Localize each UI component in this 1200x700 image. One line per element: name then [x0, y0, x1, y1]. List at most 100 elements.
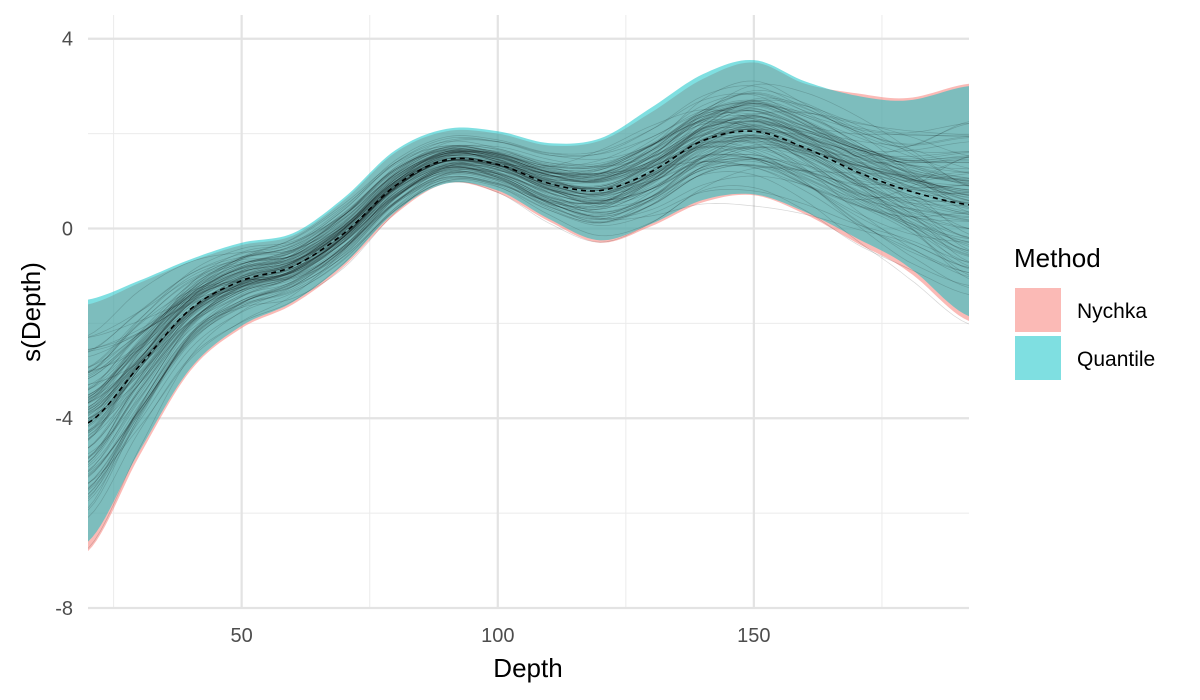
posterior-draw-line [88, 139, 969, 472]
posterior-draw-line [88, 93, 969, 424]
posterior-draw-line [88, 141, 969, 502]
posterior-draw-line [88, 97, 969, 426]
posterior-draw-line [88, 138, 969, 449]
posterior-draw-line [88, 128, 969, 414]
posterior-draws [88, 80, 969, 549]
posterior-draw-line [88, 121, 969, 409]
posterior-draw-line [88, 128, 969, 441]
posterior-draw-line [88, 128, 969, 455]
posterior-draw-line [88, 109, 969, 352]
posterior-draw-line [88, 146, 969, 373]
posterior-draw-line [88, 137, 969, 434]
posterior-draw-line [88, 161, 969, 414]
posterior-draw-line [88, 134, 969, 413]
posterior-draw-line [88, 109, 969, 386]
posterior-draw-line [88, 124, 969, 396]
posterior-draw-line [88, 115, 969, 385]
posterior-draw-line [88, 164, 969, 491]
posterior-draw-line [88, 113, 969, 408]
posterior-draw-line [88, 180, 969, 518]
posterior-draw-line [88, 147, 969, 437]
posterior-draw-line [88, 145, 969, 495]
posterior-draw-line [88, 153, 969, 490]
posterior-draw-line [88, 92, 969, 353]
posterior-draw-line [88, 168, 969, 549]
posterior-draw-line [88, 126, 969, 416]
posterior-draw-line [88, 93, 969, 398]
tick-labels: 50 100 150 -8 -4 0 4 [55, 29, 770, 647]
posterior-draw-line [88, 123, 969, 338]
posterior-draw-line [88, 140, 969, 449]
posterior-draw-line [88, 164, 969, 511]
posterior-draw-line [88, 147, 969, 431]
posterior-draw-line [88, 99, 969, 399]
posterior-draw-line [88, 166, 969, 476]
y-tick-label: -4 [55, 408, 73, 430]
posterior-draw-line [88, 128, 969, 401]
posterior-draw-line [88, 131, 969, 425]
y-tick-label: 4 [62, 29, 73, 51]
posterior-draw-line [88, 103, 969, 471]
legend-label-quantile: Quantile [1077, 348, 1155, 371]
posterior-draw-line [88, 154, 969, 439]
posterior-draw-line [88, 83, 969, 405]
posterior-draw-line [88, 102, 969, 417]
posterior-draw-line [88, 144, 969, 396]
posterior-draw-line [88, 115, 969, 396]
posterior-draw-line [88, 116, 969, 408]
posterior-draw-line [88, 146, 969, 463]
posterior-draw-line [88, 119, 969, 411]
posterior-draw-line [88, 135, 969, 423]
posterior-draw-line [88, 120, 969, 400]
posterior-draw-line [88, 154, 969, 485]
posterior-draw-line [88, 121, 969, 441]
posterior-draw-line [88, 157, 969, 458]
posterior-draw-line [88, 112, 969, 368]
legend: Method Nychka Quantile [1014, 243, 1155, 380]
posterior-draw-line [88, 160, 969, 477]
posterior-draw-line [88, 104, 969, 379]
posterior-draw-line [88, 136, 969, 410]
posterior-draw-line [88, 131, 969, 423]
posterior-draw-line [88, 165, 969, 495]
posterior-draw-line [88, 136, 969, 434]
posterior-draw-line [88, 110, 969, 498]
posterior-draw-line [88, 157, 969, 509]
posterior-draw-line [88, 118, 969, 391]
posterior-draw-line [88, 125, 969, 358]
posterior-draw-line [88, 135, 969, 410]
posterior-draw-line [88, 89, 969, 368]
estimate-line [88, 130, 969, 424]
posterior-draw-line [88, 156, 969, 374]
posterior-draw-line [88, 116, 969, 390]
posterior-draw-line [88, 127, 969, 428]
posterior-draw-line [88, 137, 969, 484]
posterior-draw-line [88, 100, 969, 351]
x-tick-label: 100 [481, 625, 514, 647]
posterior-draw-line [88, 117, 969, 433]
posterior-draw-line [88, 160, 969, 473]
x-tick-label: 150 [737, 625, 770, 647]
posterior-draw-line [88, 120, 969, 422]
confidence-bands [88, 59, 969, 552]
posterior-draw-line [88, 128, 969, 468]
posterior-draw-line [88, 115, 969, 440]
posterior-draw-line [88, 101, 969, 390]
posterior-draw-line [88, 122, 969, 427]
estimate-line-group [88, 130, 969, 424]
posterior-draw-line [88, 166, 969, 475]
posterior-draw-line [88, 146, 969, 420]
posterior-draw-line [88, 123, 969, 372]
posterior-draw-line [88, 178, 969, 490]
posterior-draw-line [88, 156, 969, 432]
posterior-draw-line [88, 134, 969, 466]
y-axis-title: s(Depth) [16, 262, 46, 362]
posterior-draw-line [88, 85, 969, 352]
posterior-draw-line [88, 132, 969, 420]
legend-title: Method [1014, 243, 1101, 273]
posterior-draw-line [88, 120, 969, 398]
posterior-draw-line [88, 110, 969, 369]
posterior-draw-line [88, 114, 969, 458]
posterior-draw-line [88, 111, 969, 372]
